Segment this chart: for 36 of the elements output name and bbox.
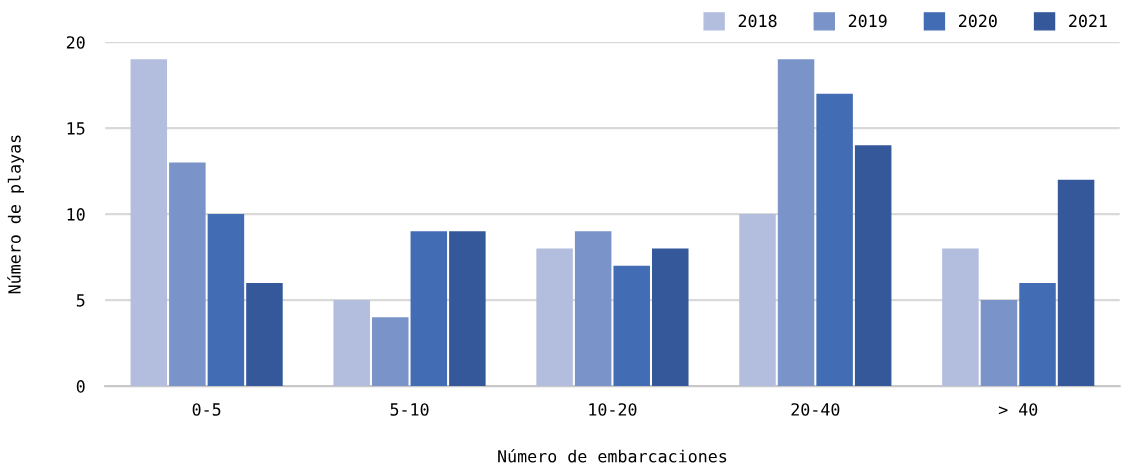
bar <box>536 248 573 387</box>
bar <box>854 145 892 387</box>
y-tick-label: 0 <box>76 380 85 393</box>
bar <box>207 214 245 387</box>
bar <box>816 93 853 387</box>
legend-label: 2021 <box>1069 14 1107 28</box>
x-tick-label: > 40 <box>998 403 1038 416</box>
bar <box>130 59 168 387</box>
bar <box>1057 179 1095 387</box>
bar <box>333 300 370 387</box>
y-tick-label: 15 <box>67 122 85 135</box>
bar <box>980 300 1018 387</box>
bar <box>652 248 689 387</box>
x-tick-label: 10-20 <box>589 403 637 416</box>
y-axis-title: Número de playas <box>7 135 24 294</box>
bar <box>1019 282 1056 387</box>
y-tick-label: 5 <box>76 294 85 307</box>
bar <box>246 282 283 387</box>
y-tick-label: 20 <box>66 36 85 49</box>
x-axis-title: Número de embarcaciones <box>498 448 727 463</box>
bar <box>777 59 815 387</box>
x-tick-label: 20-40 <box>791 403 840 416</box>
bar <box>574 231 612 387</box>
bar <box>449 231 486 387</box>
x-tick-label: 0-5 <box>192 403 221 416</box>
bar <box>942 248 979 387</box>
bar <box>372 317 409 387</box>
legend-label: 2020 <box>958 14 997 28</box>
legend-label: 2018 <box>738 14 777 28</box>
legend-label: 2019 <box>848 14 887 28</box>
bar <box>739 214 776 387</box>
bar <box>169 162 206 387</box>
bar <box>410 231 448 387</box>
y-tick-label: 10 <box>67 208 85 221</box>
x-tick-label: 5-10 <box>390 403 429 416</box>
bar <box>613 265 650 387</box>
